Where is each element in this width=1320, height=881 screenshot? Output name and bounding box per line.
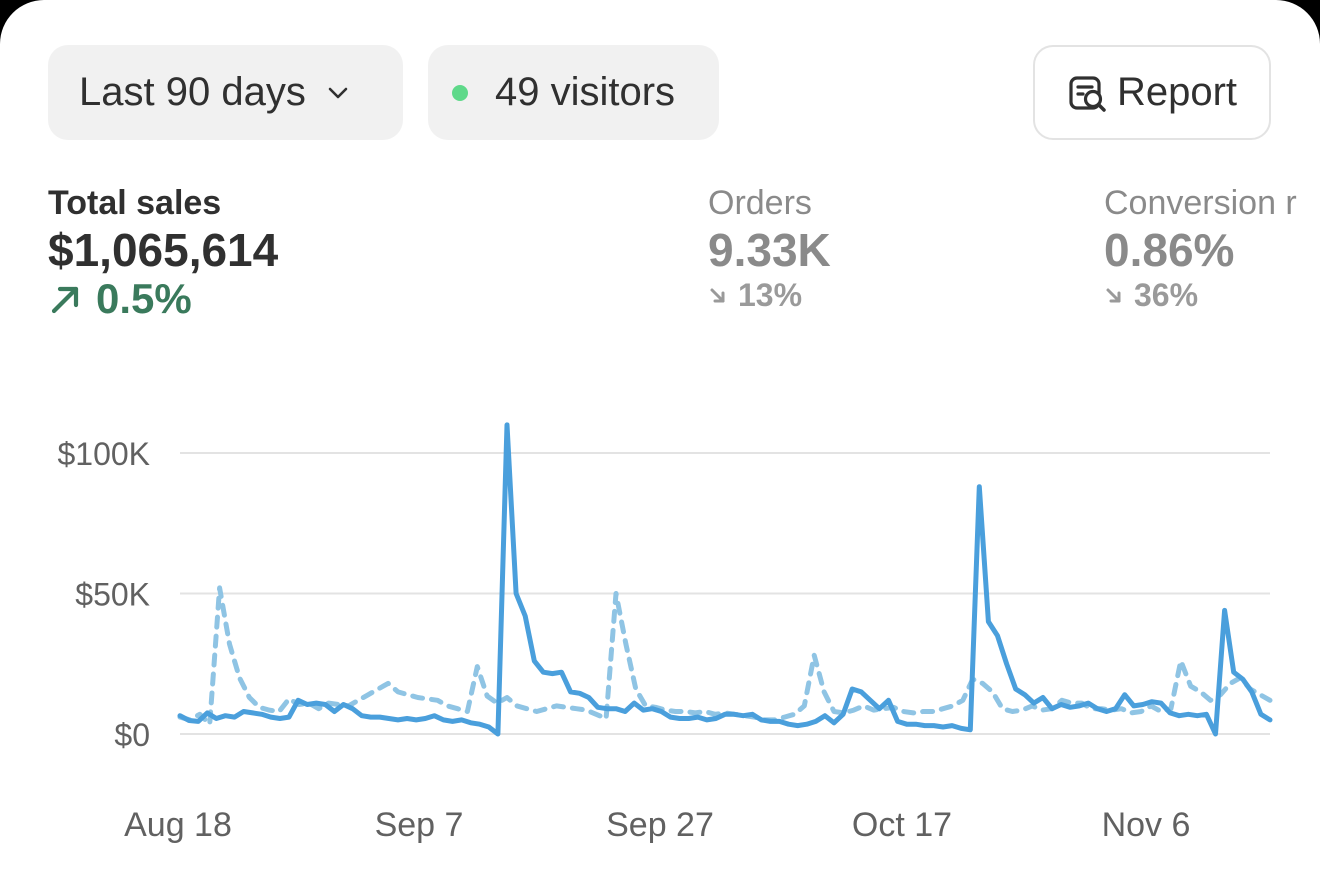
metric-delta: 13%: [738, 277, 803, 313]
arrow-down-right-icon: [710, 288, 725, 302]
metric-conversion[interactable]: Conversion r 0.86% 36%: [1104, 183, 1297, 314]
metric-total-sales[interactable]: Total sales $1,065,614 0.5%: [48, 183, 278, 323]
x-tick-label: Sep 27: [606, 806, 714, 844]
sales-series-line: [177, 422, 1273, 737]
x-tick-label: Aug 18: [124, 806, 232, 844]
metric-value: 0.86%: [1104, 224, 1235, 276]
chevron-down-icon: [328, 87, 348, 98]
metric-orders[interactable]: Orders 9.33K 13%: [708, 183, 831, 314]
metric-value: 9.33K: [708, 224, 831, 276]
metric-label: Orders: [708, 184, 812, 222]
report-search-icon: [1069, 75, 1106, 112]
date-range-label: Last 90 days: [79, 70, 306, 114]
report-button[interactable]: Report: [1033, 45, 1271, 140]
arrow-down-right-icon: [1106, 288, 1121, 302]
report-label: Report: [1116, 70, 1238, 114]
metric-label: Total sales: [48, 184, 222, 222]
live-dot-icon: [452, 84, 468, 101]
date-range-dropdown[interactable]: Last 90 days: [48, 45, 403, 140]
arrow-up-right-icon: [51, 286, 79, 314]
metric-delta: 0.5%: [96, 275, 192, 322]
sales-line-chart: $100K $50K $0 Aug 18 Sep 7 Sep 27 Oct 17 Nov 6: [57, 422, 1273, 844]
y-tick-label: $0: [114, 717, 150, 753]
metric-value: $1,065,614: [48, 224, 279, 276]
y-tick-label: $100K: [57, 436, 150, 472]
metric-label: Conversion r: [1104, 184, 1297, 222]
x-tick-label: Sep 7: [375, 806, 464, 844]
y-tick-label: $50K: [75, 577, 150, 613]
x-tick-label: Oct 17: [852, 806, 952, 844]
visitors-count: 49 visitors: [495, 70, 676, 114]
x-tick-label: Nov 6: [1102, 806, 1191, 844]
live-visitors-chip[interactable]: 49 visitors: [428, 45, 719, 140]
metric-delta: 36%: [1134, 277, 1199, 313]
